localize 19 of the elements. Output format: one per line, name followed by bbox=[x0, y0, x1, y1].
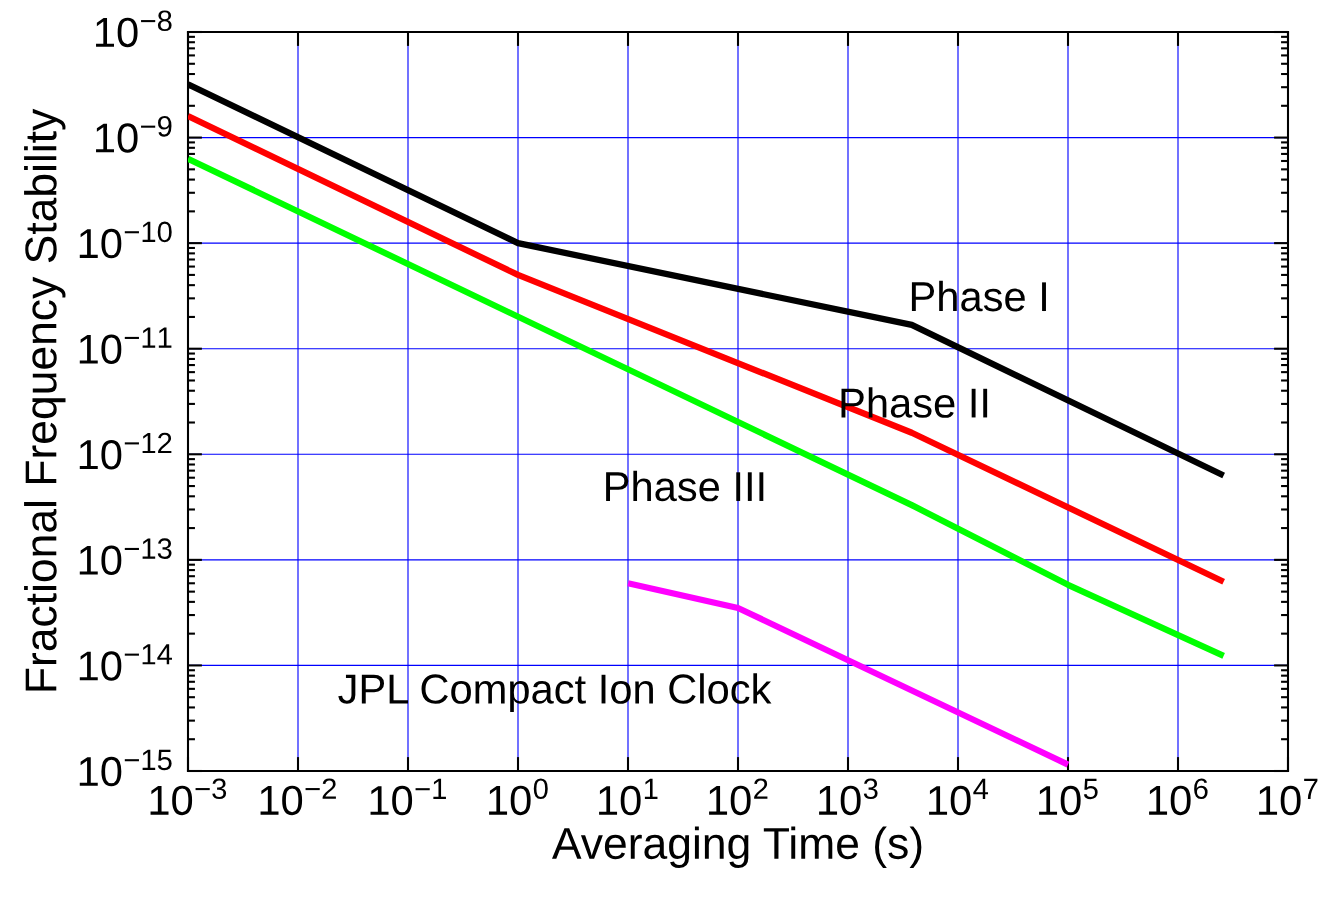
y-tick-label: 10$^{−9}$ bbox=[96, 116, 172, 153]
x-tick-label: 10$^{−2}$ bbox=[260, 778, 336, 816]
x-tick-label: 10$^{4}$ bbox=[929, 778, 989, 816]
y-tick-label: 10$^{−12}$ bbox=[79, 432, 172, 470]
y-tick-label: 10$^{−13}$ bbox=[79, 538, 172, 576]
x-tick-label: 10$^{7}$ bbox=[1259, 778, 1318, 816]
y-tick-label: 10$^{−8}$ bbox=[96, 10, 172, 48]
x-tick-label: 10$^{5}$ bbox=[1039, 778, 1098, 816]
x-tick-label: 10$^{3}$ bbox=[819, 778, 878, 816]
y-axis-title: Fractional Frequency Stability bbox=[24, 108, 66, 691]
x-axis-title: Averaging Time (s) bbox=[552, 826, 922, 868]
y-tick-label: 10$^{−10}$ bbox=[79, 221, 172, 259]
x-tick-label: 10$^{1}$ bbox=[599, 778, 658, 816]
y-tick-label: 10$^{−11}$ bbox=[79, 327, 172, 364]
x-tick-label: 10$^{−1}$ bbox=[370, 778, 446, 816]
x-tick-label: 10$^{6}$ bbox=[1149, 778, 1208, 816]
y-tick-label: 10$^{−14}$ bbox=[79, 644, 172, 681]
x-tick-label: 10$^{0}$ bbox=[489, 778, 548, 816]
x-tick-label: 10$^{2}$ bbox=[709, 778, 768, 816]
